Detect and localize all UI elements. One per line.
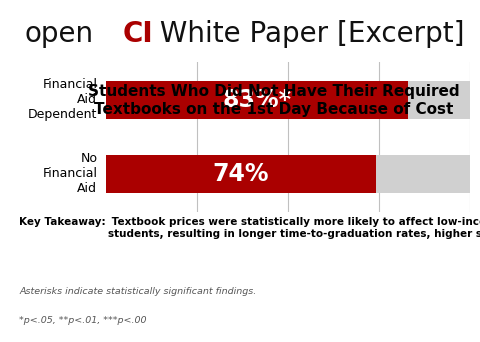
Text: *p<.05, **p<.01, ***p<.00: *p<.05, **p<.01, ***p<.00 <box>19 316 147 325</box>
Text: Asterisks indicate statistically significant findings.: Asterisks indicate statistically signifi… <box>19 287 256 297</box>
Text: Key Takeaway:: Key Takeaway: <box>19 217 106 227</box>
Text: Students Who Did Not Have Their Required
Textbooks on the 1st Day Because of Cos: Students Who Did Not Have Their Required… <box>88 84 459 117</box>
Text: White Paper [Excerpt]: White Paper [Excerpt] <box>151 20 465 48</box>
Text: CI: CI <box>122 20 153 48</box>
Bar <box>106 81 408 119</box>
Text: 83%*: 83%* <box>222 88 291 112</box>
Text: open: open <box>24 20 93 48</box>
Text: 74%: 74% <box>212 162 269 186</box>
Bar <box>106 155 375 193</box>
Bar <box>106 155 470 193</box>
Bar <box>106 81 470 119</box>
Text: Textbook prices were statistically more likely to affect low-income
students, re: Textbook prices were statistically more … <box>108 217 480 239</box>
